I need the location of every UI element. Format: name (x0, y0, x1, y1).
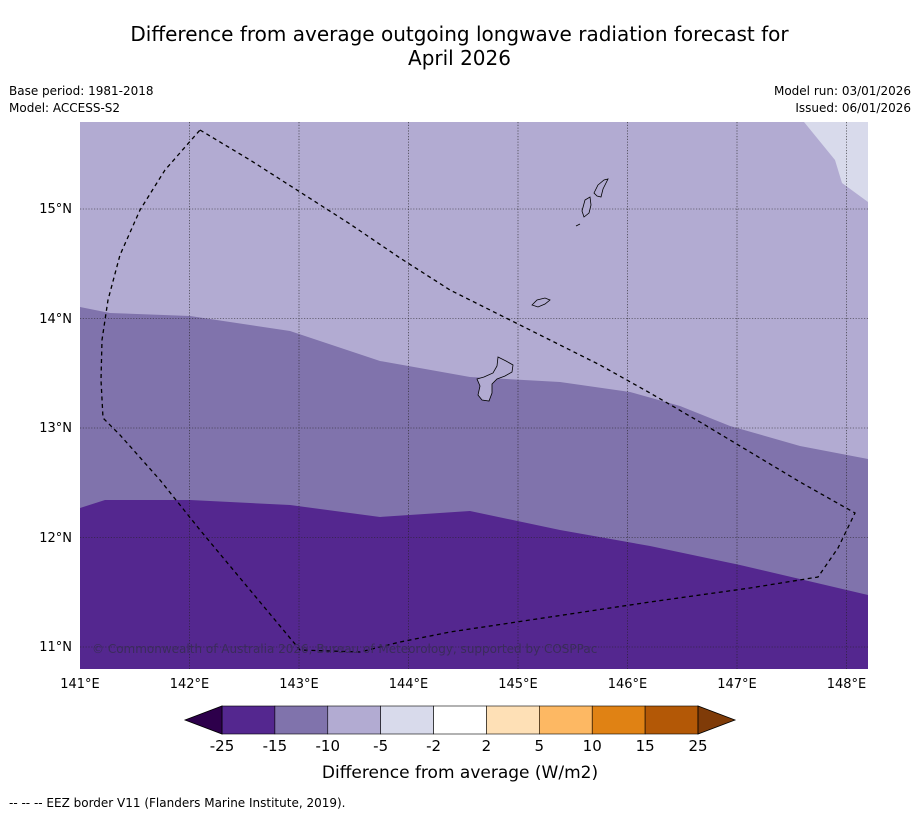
region-lightest-purple (804, 122, 868, 202)
colorbar-tick-label: -5 (373, 737, 388, 755)
colorbar-bin (486, 705, 540, 735)
map-area: © Commonwealth of Australia 2026, Bureau… (80, 122, 868, 669)
colorbar-tick-label: -25 (210, 737, 235, 755)
longitude-labels: 141°E 142°E 143°E 144°E 145°E 146°E 147°… (60, 677, 866, 692)
colorbar-bin (591, 705, 646, 735)
colorbar-over-arrow (697, 705, 737, 735)
lon-label: 142°E (170, 677, 210, 692)
islands (476, 178, 609, 402)
colorbar-tick-label: 5 (535, 737, 545, 755)
colorbar-bin (433, 705, 487, 735)
colorbar: -25 -15 -10 -5 -2 2 5 10 15 25 Difference from av… (183, 705, 737, 783)
colorbar-tick-label: -10 (316, 737, 341, 755)
island-aguijan (575, 223, 581, 227)
lat-label: 11°N (39, 640, 72, 655)
colorbar-under-arrow (183, 705, 223, 735)
model-label: Model: ACCESS-S2 (9, 101, 121, 115)
lon-label: 144°E (389, 677, 429, 692)
colorbar-tick-label: -15 (263, 737, 288, 755)
issued-label: Issued: 06/01/2026 (795, 101, 911, 115)
lon-label: 141°E (60, 677, 100, 692)
colorbar-bin (327, 705, 381, 735)
copyright-text: © Commonwealth of Australia 2026, Bureau… (92, 642, 597, 656)
island-rota (531, 297, 551, 308)
eez-legend-footer: -- -- -- EEZ border V11 (Flanders Marine… (9, 796, 346, 810)
colorbar-bin (274, 705, 329, 735)
colorbar-bin (380, 705, 434, 735)
lat-label: 15°N (39, 202, 72, 217)
latitude-labels: 15°N 14°N 13°N 12°N 11°N (39, 202, 72, 655)
base-period-label: Base period: 1981-2018 (9, 84, 154, 98)
colorbar-tick-label: -2 (426, 737, 441, 755)
lat-label: 13°N (39, 421, 72, 436)
island-saipan (593, 178, 609, 198)
region-dark-purple (80, 500, 868, 669)
colorbar-tick-label: 10 (583, 737, 602, 755)
lon-label: 145°E (498, 677, 538, 692)
model-run-label: Model run: 03/01/2026 (773, 84, 911, 98)
lon-label: 143°E (279, 677, 319, 692)
lat-label: 12°N (39, 531, 72, 546)
island-tinian (581, 196, 592, 218)
colorbar-tick-label: 15 (636, 737, 655, 755)
colorbar-bin (221, 705, 276, 735)
map-title-line-2: April 2026 (408, 46, 511, 70)
lon-label: 147°E (717, 677, 757, 692)
colorbar-bin (539, 705, 593, 735)
map-title-line-1: Difference from average outgoing longwav… (130, 22, 789, 46)
colorbar-tick-label: 25 (688, 737, 707, 755)
island-guam (476, 356, 514, 402)
colorbar-title: Difference from average (W/m2) (322, 763, 598, 783)
lon-label: 146°E (608, 677, 648, 692)
lon-label: 148°E (827, 677, 867, 692)
eez-border (100, 129, 856, 653)
colorbar-bin (644, 705, 699, 735)
lat-label: 14°N (39, 312, 72, 327)
colorbar-tick-label: 2 (482, 737, 492, 755)
